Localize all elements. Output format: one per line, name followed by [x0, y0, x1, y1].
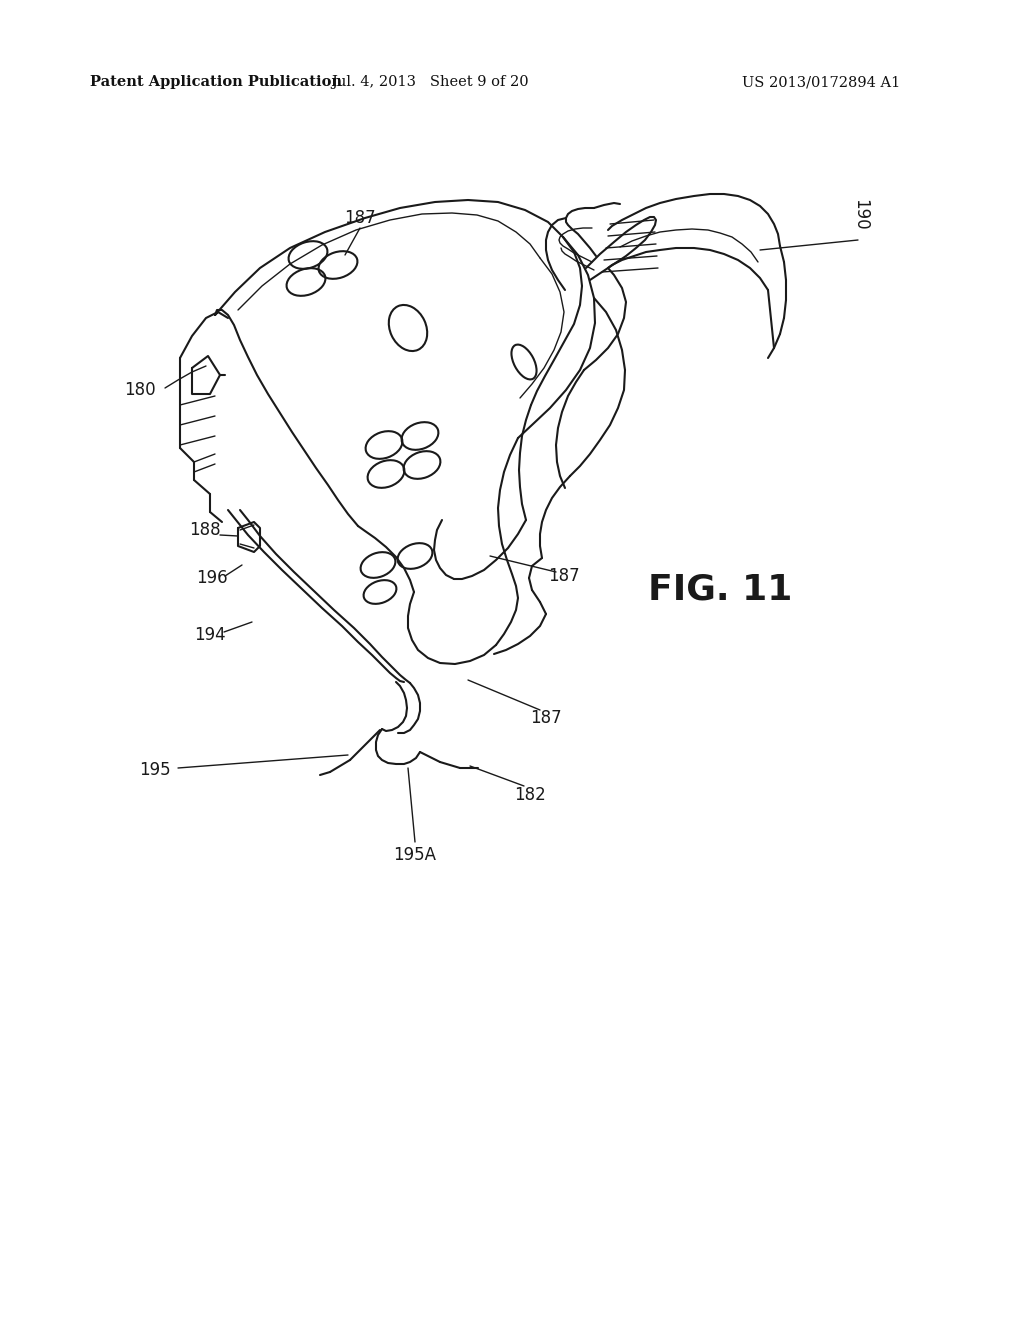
Text: US 2013/0172894 A1: US 2013/0172894 A1 — [741, 75, 900, 88]
Text: 195: 195 — [139, 762, 171, 779]
Text: Patent Application Publication: Patent Application Publication — [90, 75, 342, 88]
Text: 196: 196 — [197, 569, 227, 587]
Text: FIG. 11: FIG. 11 — [648, 573, 793, 607]
Text: 188: 188 — [189, 521, 221, 539]
Text: 180: 180 — [124, 381, 156, 399]
Text: 187: 187 — [548, 568, 580, 585]
Text: 195A: 195A — [393, 846, 436, 865]
Text: 187: 187 — [530, 709, 562, 727]
Text: 190: 190 — [851, 199, 869, 231]
Text: Jul. 4, 2013   Sheet 9 of 20: Jul. 4, 2013 Sheet 9 of 20 — [331, 75, 528, 88]
Text: 187: 187 — [344, 209, 376, 227]
Text: 194: 194 — [195, 626, 226, 644]
Text: 182: 182 — [514, 785, 546, 804]
